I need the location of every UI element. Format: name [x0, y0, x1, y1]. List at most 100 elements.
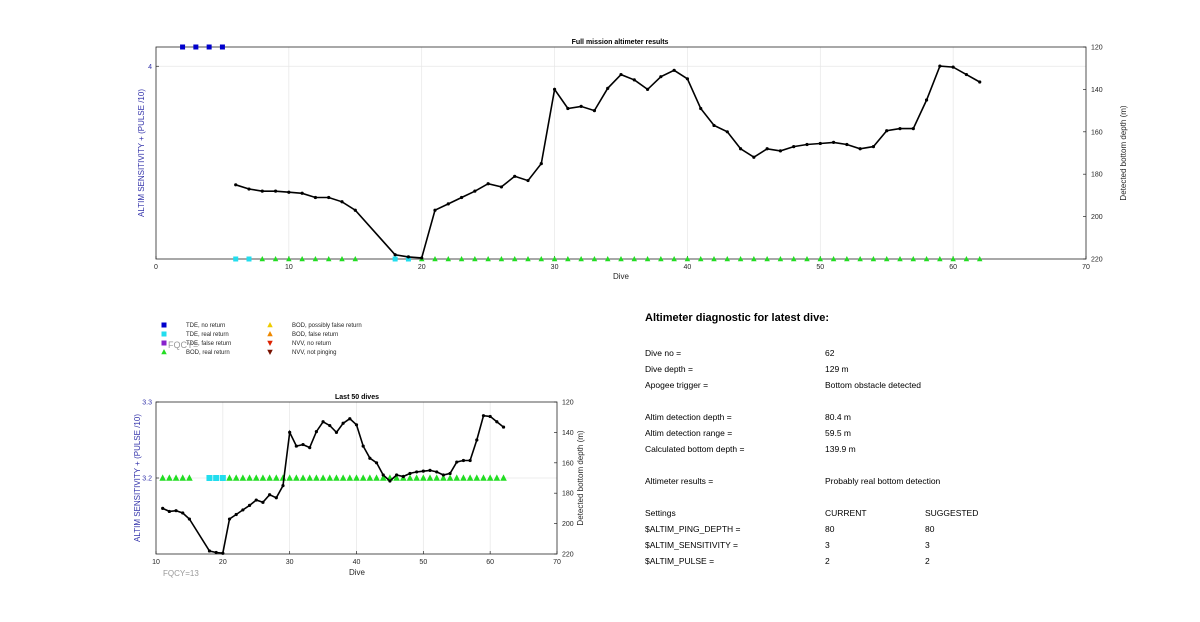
legend-marker: [267, 331, 273, 337]
depth-point: [314, 430, 318, 434]
status-marker: [458, 256, 465, 262]
status-marker: [604, 256, 611, 262]
depth-point: [752, 155, 756, 159]
status-marker: [273, 474, 280, 481]
status-marker: [764, 256, 770, 262]
right-y-tick-label: 220: [1091, 257, 1103, 264]
depth-point: [321, 420, 325, 424]
depth-point: [268, 493, 272, 497]
status-marker: [326, 474, 334, 481]
status-marker: [266, 474, 273, 481]
right-y-tick-label: 180: [1091, 172, 1103, 179]
left-y-axis-ticks: 3.2 3.3: [142, 400, 159, 483]
depth-point: [501, 425, 506, 429]
status-marker: [498, 256, 505, 262]
depth-point: [592, 109, 597, 113]
status-marker: [413, 474, 420, 481]
depth-point: [481, 414, 486, 418]
status-marker: [426, 474, 434, 481]
status-marker: [857, 256, 863, 262]
row-label: Altim detection range =: [645, 428, 733, 438]
depth-point: [441, 473, 445, 477]
status-marker: [352, 256, 359, 262]
depth-point: [924, 98, 929, 102]
legend-marker: [161, 322, 167, 328]
x-tick-label: 10: [285, 264, 293, 271]
depth-point: [738, 147, 743, 151]
row-value: Probably real bottom detection: [825, 476, 941, 486]
depth-point: [381, 473, 385, 477]
depth-point: [659, 75, 663, 79]
depth-point: [406, 255, 411, 259]
row-label: Dive depth =: [645, 364, 693, 374]
status-marker: [618, 256, 624, 262]
legend-marker: [267, 340, 273, 346]
row-label: $ALTIM_SENSITIVITY =: [645, 540, 738, 550]
right-y-tick-label: 120: [562, 400, 574, 407]
x-tick-label: 40: [353, 559, 361, 566]
depth-point: [421, 469, 425, 473]
status-marker: [551, 256, 558, 262]
status-marker: [432, 256, 438, 262]
status-marker: [313, 474, 320, 481]
x-tick-label: 30: [286, 559, 294, 566]
depth-point: [526, 178, 530, 183]
depth-point: [778, 149, 783, 153]
status-marker: [279, 474, 287, 481]
depth-point: [234, 512, 238, 517]
status-marker: [446, 474, 454, 481]
x-tick-label: 30: [551, 264, 559, 271]
legend-label: NVV, not pinging: [292, 350, 336, 356]
depth-point: [699, 106, 703, 111]
depth-point: [281, 484, 285, 488]
left-y-axis-label: ALTIM SENSITIVITY + (PULSE /10): [133, 414, 142, 542]
status-marker: [286, 474, 293, 481]
status-marker: [844, 256, 850, 262]
row-suggested: 3: [925, 540, 930, 550]
depth-point: [539, 162, 543, 166]
status-marker: [299, 256, 305, 262]
row-value: 2: [825, 556, 830, 566]
status-marker: [751, 256, 757, 262]
legend-marker: [161, 331, 167, 337]
legend-label: TDE, no return: [186, 323, 225, 329]
status-marker: [325, 256, 332, 262]
status-markers: [159, 474, 507, 481]
status-marker: [538, 256, 545, 262]
status-marker: [373, 474, 380, 481]
depth-point: [513, 174, 517, 178]
depth-point: [488, 414, 492, 419]
status-marker: [286, 256, 292, 262]
depth-point: [181, 511, 185, 515]
depth-point: [818, 141, 822, 146]
depth-point: [579, 104, 583, 108]
right-y-axis-ticks: 120 140 160 180 200 220: [554, 400, 574, 559]
status-marker: [226, 474, 233, 481]
bottom-depth-line: [235, 65, 981, 259]
x-tick-label: 0: [154, 264, 158, 271]
depth-point: [274, 496, 278, 500]
status-marker: [565, 256, 571, 262]
depth-point: [308, 446, 312, 450]
chart-title: Last 50 dives: [335, 394, 379, 401]
depth-point: [805, 142, 809, 147]
status-marker: [420, 474, 427, 481]
depth-point: [234, 183, 238, 187]
status-marker: [366, 474, 374, 481]
status-marker: [233, 256, 239, 262]
status-marker: [353, 474, 360, 481]
bottom-depth-points: [161, 414, 506, 555]
status-marker: [486, 474, 494, 481]
depth-point: [207, 549, 212, 553]
depth-point: [831, 140, 836, 144]
depth-point: [361, 444, 365, 448]
left-y-tick-label: 3.2: [142, 476, 152, 483]
depth-point: [428, 468, 432, 472]
status-marker: [697, 256, 704, 262]
legend-label: TDE, false return: [186, 341, 231, 347]
depth-point: [415, 470, 419, 474]
status-marker: [272, 256, 279, 262]
depth-point: [446, 202, 450, 206]
status-marker: [339, 256, 345, 262]
row-label: $ALTIM_PING_DEPTH =: [645, 524, 741, 534]
